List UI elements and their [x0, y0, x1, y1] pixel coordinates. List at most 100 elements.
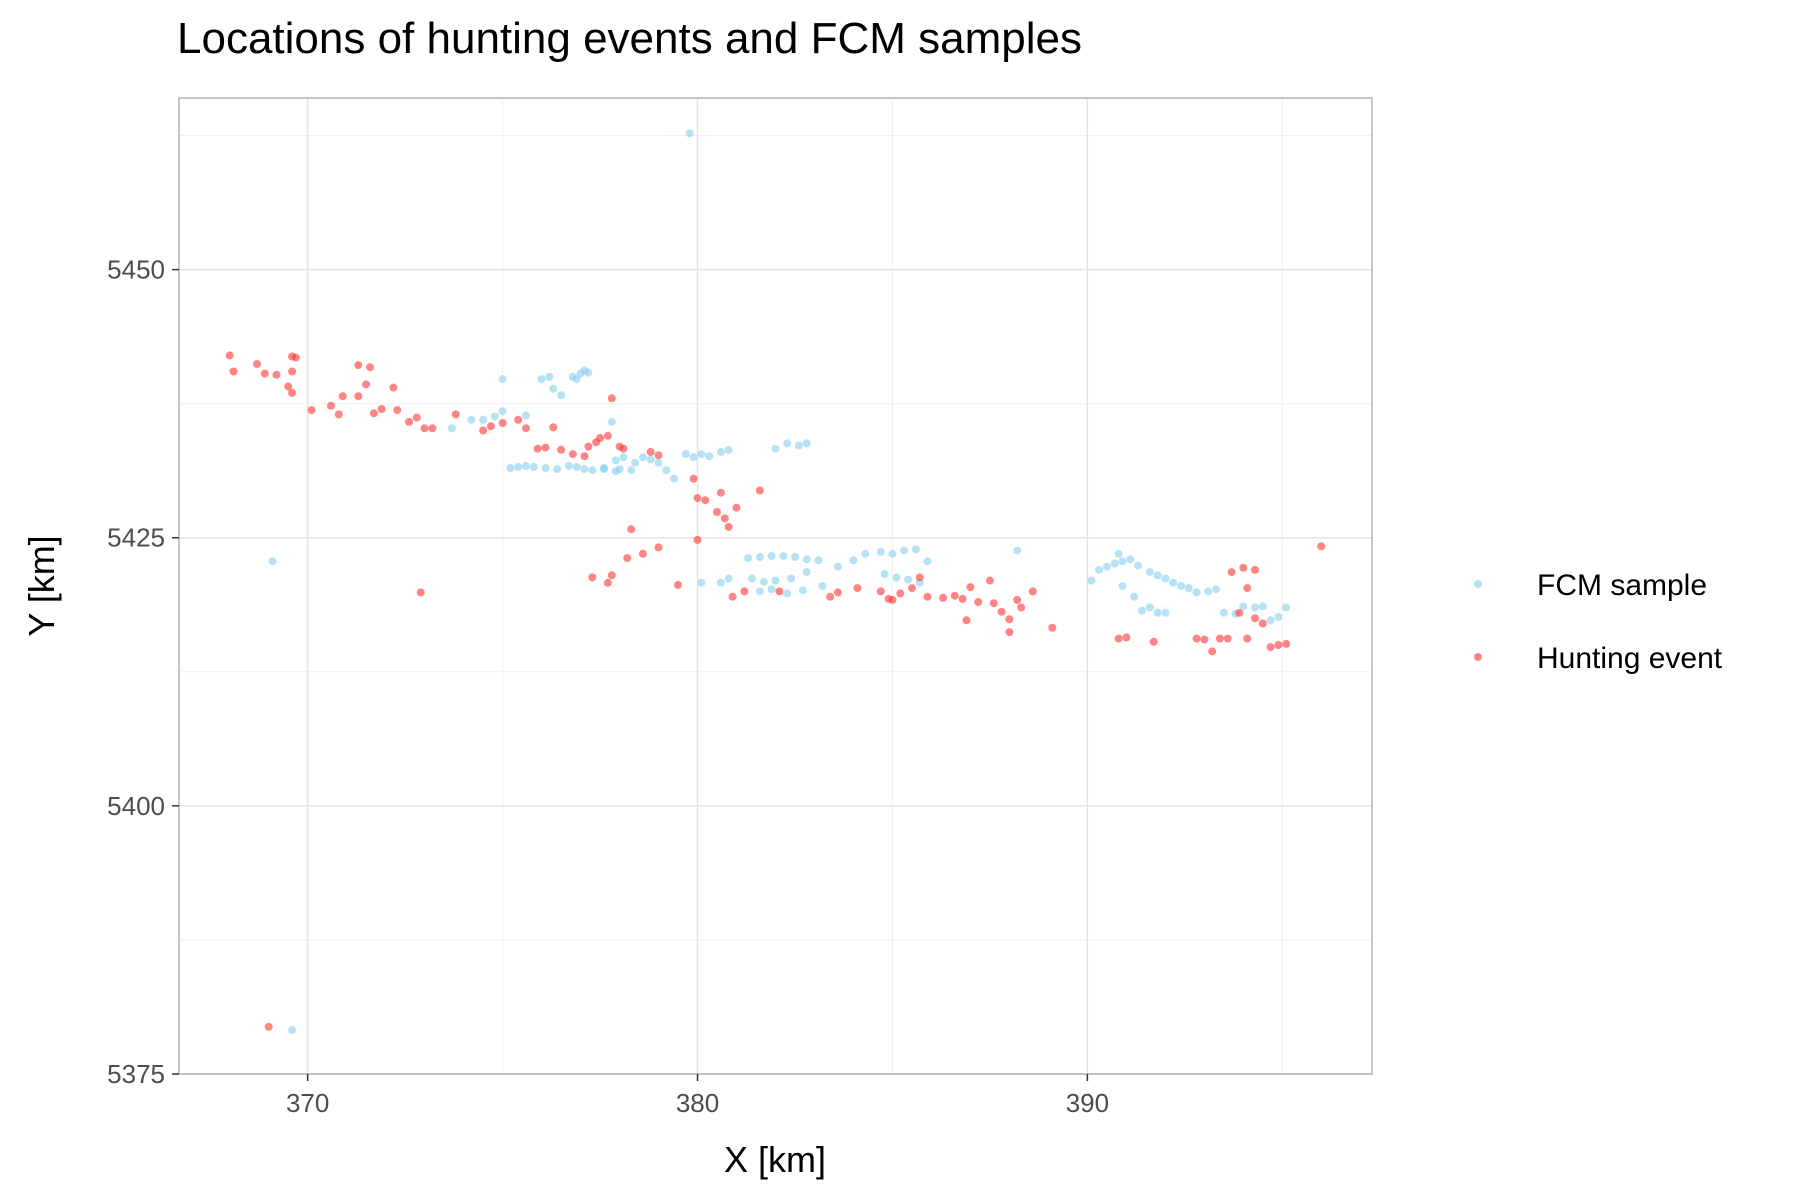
hunting-event-point [420, 424, 429, 433]
hunting-event-point [288, 367, 297, 376]
hunting-event-point [253, 360, 261, 368]
fcm-sample-point [1161, 608, 1170, 617]
hunting-event-point [1243, 634, 1252, 643]
hunting-event-point [568, 450, 577, 459]
fcm-sample-point [288, 1026, 297, 1034]
fcm-sample-point [498, 407, 507, 416]
y-tick-label: 5400 [107, 791, 165, 821]
fcm-sample-point [627, 466, 636, 475]
hunting-event-point [1005, 615, 1014, 624]
hunting-event-point [654, 451, 663, 460]
fcm-sample-point [1114, 549, 1123, 558]
hunting-event-point [288, 388, 297, 397]
fcm-sample-point [880, 570, 889, 579]
hunting-event-point [369, 409, 378, 418]
fcm-sample-point [705, 452, 714, 461]
fcm-sample-point [572, 462, 581, 471]
fcm-sample-point [557, 391, 566, 400]
hunting-event-point [833, 588, 842, 597]
fcm-sample-point [833, 562, 842, 571]
hunting-event-point [412, 413, 421, 422]
fcm-sample-point [1204, 587, 1213, 596]
hunting-event-point [1005, 628, 1014, 637]
hunting-event-point [775, 587, 784, 596]
hunting-event-point [674, 580, 682, 589]
hunting-event-point [888, 595, 897, 604]
hunting-event-point [740, 587, 749, 596]
hunting-event-point [596, 434, 605, 442]
fcm-sample-point [681, 450, 690, 459]
hunting-event-point [393, 406, 402, 415]
x-tick-label: 380 [676, 1088, 719, 1118]
fcm-sample-point [818, 582, 827, 590]
fcm-sample-point [1274, 613, 1283, 622]
fcm-sample-point [1087, 576, 1096, 585]
legend-label-hunting-event: Hunting event [1537, 642, 1723, 675]
hunting-event-point [451, 410, 460, 419]
fcm-sample-point [1134, 561, 1143, 570]
fcm-sample-point [689, 453, 698, 462]
hunting-event-point [1227, 568, 1236, 577]
fcm-sample-point [900, 546, 909, 555]
hunting-event-point [974, 598, 983, 607]
fcm-sample-point [1266, 616, 1275, 625]
fcm-sample-point [697, 450, 706, 459]
hunting-event-point [588, 573, 597, 582]
hunting-event-point [284, 382, 293, 391]
fcm-sample-point [514, 462, 523, 471]
hunting-event-point [1274, 641, 1283, 649]
grid-lines [179, 98, 1372, 1075]
fcm-sample-point [553, 465, 562, 474]
fcm-sample-point [802, 568, 811, 577]
y-tick-label: 5425 [107, 523, 165, 553]
hunting-event-point [1114, 634, 1123, 643]
y-tick-label: 5450 [107, 255, 165, 285]
hunting-event-point [292, 353, 300, 362]
fcm-sample-point [755, 587, 764, 596]
hunting-event-point [728, 592, 737, 601]
x-tick-label: 370 [286, 1088, 329, 1118]
fcm-sample-point [1192, 588, 1201, 597]
fcm-sample-point [1095, 565, 1104, 574]
fcm-sample-point [638, 453, 647, 462]
hunting-event-point [405, 417, 413, 426]
hunting-event-point [1017, 603, 1026, 612]
fcm-sample-point [1251, 603, 1259, 612]
hunting-event-point [1243, 584, 1252, 593]
hunting-event-point [826, 592, 835, 601]
fcm-sample-point [771, 576, 780, 585]
hunting-event-point [908, 584, 916, 593]
fcm-sample-point [791, 553, 799, 561]
hunting-event-point [377, 405, 386, 413]
hunting-event-point [1258, 619, 1267, 628]
fcm-sample-point [1138, 606, 1146, 615]
y-tick-label: 5375 [107, 1059, 165, 1089]
fcm-sample-point [479, 415, 488, 424]
hunting-event-point [689, 474, 698, 483]
fcm-sample-point [1013, 546, 1022, 555]
hunting-event-point [1235, 608, 1244, 617]
hunting-event-point [732, 503, 741, 512]
fcm-sample-point [1169, 578, 1178, 587]
fcm-sample-point [802, 439, 811, 448]
fcm-sample-point [748, 574, 757, 583]
hunting-event-point [260, 369, 269, 378]
hunting-event-point [958, 594, 967, 603]
hunting-event-point [533, 444, 542, 453]
fcm-sample-point [545, 372, 554, 381]
hunting-event-point [638, 549, 647, 558]
hunting-event-point [1192, 634, 1201, 643]
fcm-sample-point [876, 547, 885, 556]
hunting-event-point [693, 535, 702, 544]
fcm-sample-point [779, 552, 788, 560]
hunting-event-point [229, 367, 238, 376]
legend-label-fcm-sample: FCM sample [1537, 569, 1707, 602]
hunting-event-point [1208, 647, 1217, 656]
hunting-event-point [962, 616, 971, 625]
hunting-event-point [985, 576, 994, 585]
hunting-event-point [607, 394, 616, 403]
fcm-sample-point [607, 417, 616, 426]
fcm-sample-point [490, 412, 499, 421]
hunting-event-point [720, 514, 729, 523]
